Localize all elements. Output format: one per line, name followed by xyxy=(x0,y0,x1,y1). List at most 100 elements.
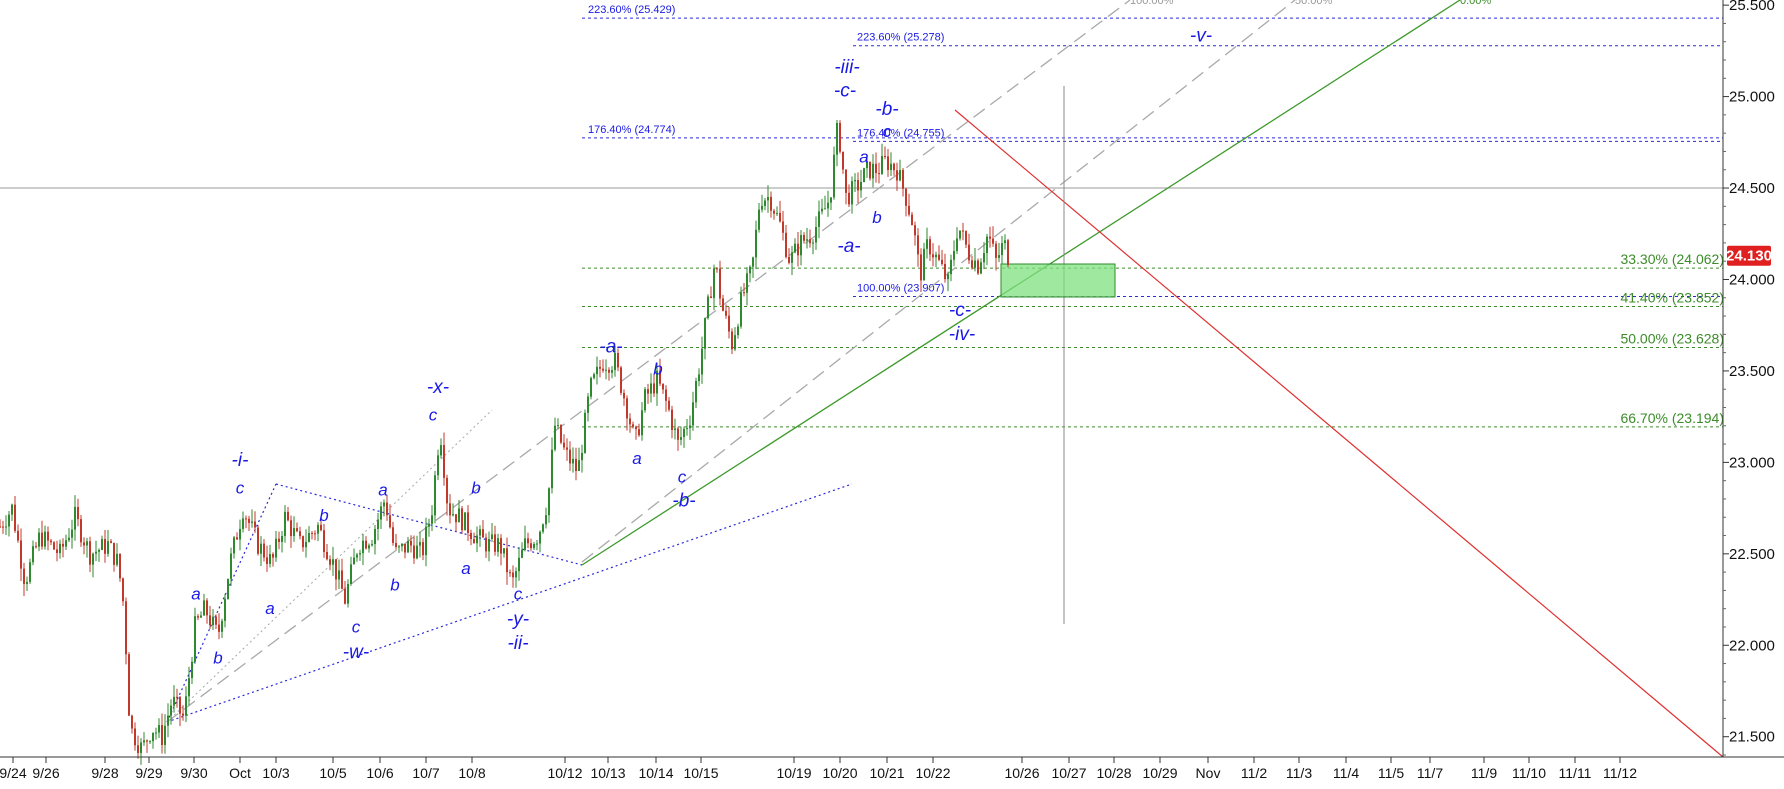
candle-body xyxy=(233,537,235,554)
candle-body xyxy=(434,475,436,516)
candle-body xyxy=(842,151,844,170)
x-tick-label: 10/14 xyxy=(638,765,673,781)
candle-body xyxy=(803,235,805,241)
candle-body xyxy=(1001,243,1003,256)
channel-label: 0.00% xyxy=(1460,0,1491,7)
x-tick-label: 10/22 xyxy=(915,765,950,781)
candle-body xyxy=(755,229,757,258)
candle-body xyxy=(908,205,910,215)
candle-body xyxy=(971,260,973,268)
candle-body xyxy=(110,541,112,543)
wave-label: -ii- xyxy=(507,633,528,654)
wave-label: -x- xyxy=(427,377,449,398)
candle-body xyxy=(227,578,229,599)
candle-body xyxy=(353,557,355,565)
candle-body xyxy=(314,533,316,535)
candle-body xyxy=(200,615,202,618)
wave-label: c xyxy=(236,478,245,497)
candle-body xyxy=(515,571,517,578)
candle-body xyxy=(422,542,424,556)
x-tick-label: 9/26 xyxy=(32,765,59,781)
channel-mid-line xyxy=(581,0,1296,563)
candle-body xyxy=(284,511,286,537)
candle-body xyxy=(455,514,457,523)
channel-upper-line xyxy=(166,0,1131,723)
x-tick-label: 10/20 xyxy=(822,765,857,781)
candle-body xyxy=(152,732,154,742)
candle-body xyxy=(860,182,862,191)
candle-body xyxy=(701,348,703,375)
candle-body xyxy=(470,532,472,540)
candle-body xyxy=(365,540,367,549)
candle-body xyxy=(683,428,685,438)
candle-body xyxy=(254,521,256,528)
candle-body xyxy=(512,572,514,578)
candle-body xyxy=(41,532,43,547)
candle-body xyxy=(656,370,658,394)
candle-body xyxy=(344,588,346,604)
x-tick-label: 9/29 xyxy=(135,765,162,781)
candle-body xyxy=(767,196,769,201)
candle-body xyxy=(950,259,952,275)
candle-body xyxy=(356,554,358,558)
candle-body xyxy=(0,526,1,528)
candle-body xyxy=(632,424,634,427)
candle-body xyxy=(368,545,370,549)
candle-body xyxy=(749,266,751,274)
candle-body xyxy=(458,508,460,523)
candle-body xyxy=(995,243,997,258)
x-tick-label: 11/9 xyxy=(1471,765,1497,781)
fib-level-label: 223.60% (25.278) xyxy=(857,32,944,44)
candle-body xyxy=(335,559,337,580)
candle-body xyxy=(716,268,718,270)
candle-body xyxy=(191,661,193,679)
candle-body xyxy=(938,254,940,260)
candle-body xyxy=(545,515,547,525)
candle-body xyxy=(236,537,238,540)
wave-label: b xyxy=(471,478,480,497)
x-tick-label: 11/12 xyxy=(1603,765,1637,781)
x-tick-label: 9/28 xyxy=(91,765,118,781)
fib-level-label: 100.00% (23.907) xyxy=(857,282,944,294)
fib-level-label: 66.70% (23.194) xyxy=(1620,410,1724,426)
wave-label: c xyxy=(678,467,687,486)
candle-body xyxy=(290,520,292,537)
candle-body xyxy=(101,539,103,550)
candle-body xyxy=(557,425,559,427)
candle-body xyxy=(737,326,739,336)
wave-label: -a- xyxy=(837,236,860,257)
candle-body xyxy=(590,377,592,397)
candle-body xyxy=(572,458,574,464)
candle-body xyxy=(56,549,58,554)
candle-body xyxy=(770,196,772,211)
candle-body xyxy=(293,528,295,537)
candle-body xyxy=(650,383,652,394)
candle-body xyxy=(566,447,568,450)
candle-body xyxy=(884,155,886,157)
candle-body xyxy=(905,188,907,206)
candle-body xyxy=(839,122,841,152)
candle-body xyxy=(698,374,700,382)
x-tick-label: 10/3 xyxy=(262,765,289,781)
candle-body xyxy=(386,502,388,516)
candle-body xyxy=(962,230,964,232)
candle-body xyxy=(485,537,487,552)
candle-body xyxy=(185,696,187,716)
wave-label: -b- xyxy=(875,99,898,120)
candle-body xyxy=(11,504,13,515)
candle-body xyxy=(362,540,364,554)
candle-body xyxy=(161,725,163,746)
candle-body xyxy=(863,168,865,183)
candle-body xyxy=(791,252,793,263)
x-tick-label: 10/27 xyxy=(1051,765,1086,781)
candle-body xyxy=(719,268,721,299)
candle-body xyxy=(170,705,172,716)
candle-body xyxy=(167,715,169,726)
candle-body xyxy=(107,541,109,554)
candle-body xyxy=(245,518,247,520)
channel-label: 50.00% xyxy=(1295,0,1333,7)
candle-body xyxy=(269,553,271,564)
candle-body xyxy=(164,725,166,746)
x-tick-label: 10/12 xyxy=(547,765,582,781)
